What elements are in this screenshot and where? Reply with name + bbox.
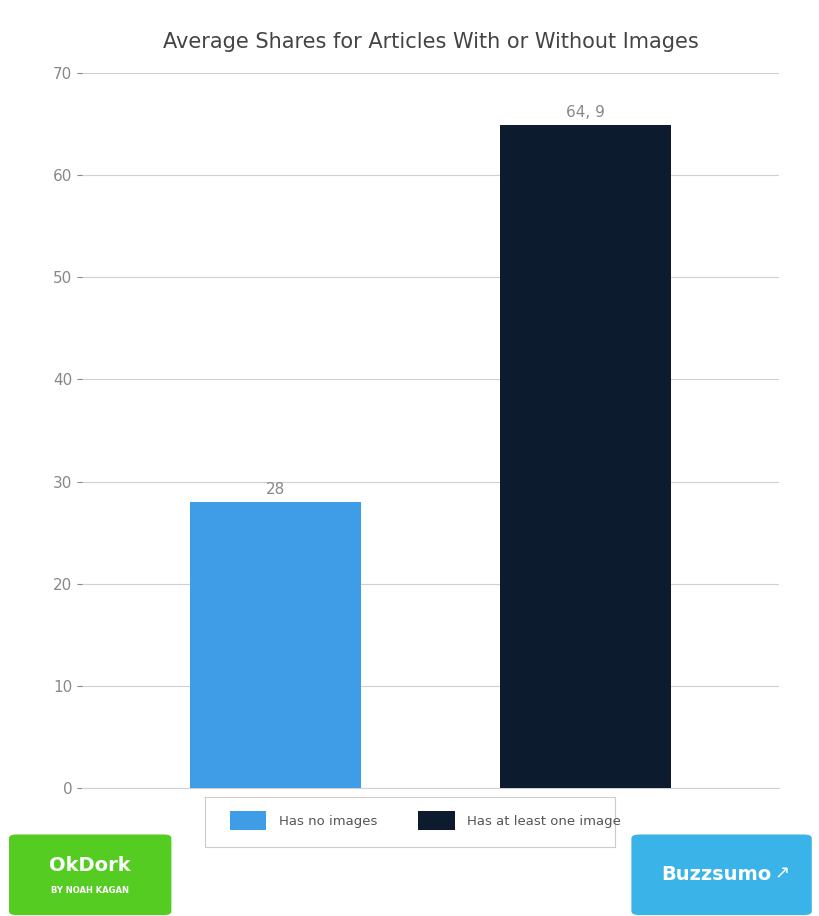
- Text: BY NOAH KAGAN: BY NOAH KAGAN: [51, 887, 129, 896]
- Text: Buzzsumo: Buzzsumo: [661, 866, 771, 884]
- Bar: [190, 502, 360, 788]
- Title: Average Shares for Articles With or Without Images: Average Shares for Articles With or With…: [162, 32, 698, 52]
- FancyBboxPatch shape: [229, 811, 266, 830]
- Text: Has no images: Has no images: [278, 814, 377, 827]
- Text: 64, 9: 64, 9: [565, 105, 604, 120]
- Text: Has at least one image: Has at least one image: [467, 814, 621, 827]
- FancyBboxPatch shape: [631, 834, 811, 915]
- Text: ↗: ↗: [774, 865, 789, 882]
- FancyBboxPatch shape: [9, 834, 171, 915]
- FancyBboxPatch shape: [418, 811, 455, 830]
- Text: 28: 28: [265, 482, 285, 496]
- Text: OkDork: OkDork: [49, 856, 131, 876]
- Bar: [500, 125, 670, 788]
